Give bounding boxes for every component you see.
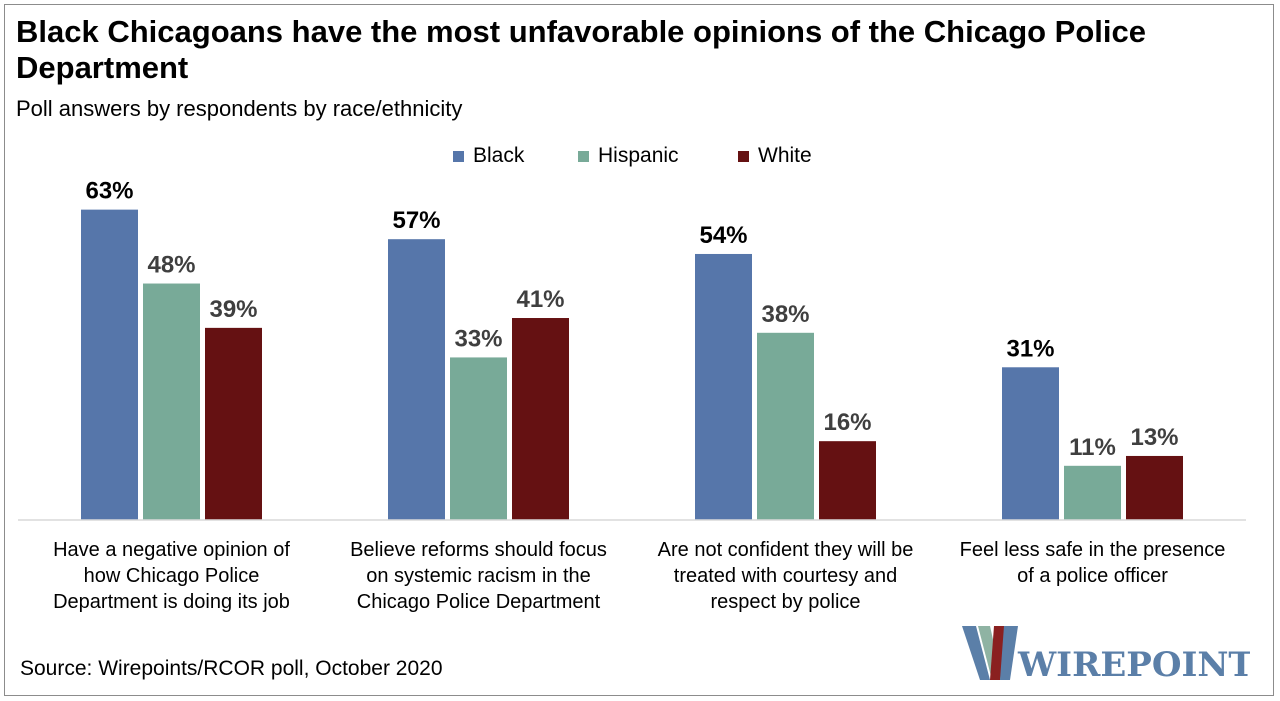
data-label-black-1: 63% [85,178,133,205]
bar-white-3 [819,441,876,520]
legend-label-black: Black [473,144,525,167]
data-label-black-2: 57% [392,207,440,234]
bar-hispanic-2 [450,357,507,520]
legend-swatch-hispanic [578,150,589,162]
bar-hispanic-1 [143,283,200,520]
bar-black-3 [695,253,752,520]
bar-white-4 [1126,455,1183,520]
data-label-hispanic-2: 33% [454,325,502,352]
data-label-white-2: 41% [516,286,564,313]
wirepoints-logo: WIREPOINTS [962,626,1250,684]
category-label-4: Feel less safe in the presence of a polic… [960,539,1226,587]
logo-wordmark: WIREPOINTS [1017,645,1250,684]
data-label-white-1: 39% [209,296,257,323]
bar-hispanic-3 [757,332,814,520]
chart-frame [4,4,1274,696]
legend: Black Hispanic White [0,142,1280,170]
legend-item-white: White [738,142,812,170]
data-label-white-3: 16% [823,409,871,436]
data-label-hispanic-4: 11% [1069,434,1116,461]
bar-hispanic-4 [1064,465,1121,520]
legend-swatch-black [453,150,464,162]
chart-title: Black Chicagoans have the most unfavorab… [16,14,1147,85]
data-label-black-4: 31% [1006,335,1054,362]
bar-white-1 [205,327,262,520]
legend-item-black: Black [453,142,524,170]
source-note: Source: Wirepoints/RCOR poll, October 20… [20,657,443,680]
bar-black-4 [1002,367,1059,520]
data-label-black-3: 54% [699,222,747,249]
bar-white-2 [512,318,569,520]
legend-swatch-white [738,150,749,162]
data-label-white-4: 13% [1130,424,1178,451]
category-label-3: Are not confident they will be treated wi… [658,539,914,613]
data-label-hispanic-3: 38% [761,301,809,328]
bar-black-1 [81,209,138,520]
category-label-1: Have a negative opinion of how Chicago Po… [53,539,290,613]
legend-item-hispanic: Hispanic [578,142,679,170]
bar-black-2 [388,239,445,521]
legend-label-hispanic: Hispanic [598,144,679,167]
data-label-hispanic-1: 48% [147,252,195,279]
chart-subtitle: Poll answers by respondents by race/ethn… [16,96,463,121]
legend-label-white: White [758,144,812,167]
category-label-2: Believe reforms should focus on systemic … [350,539,607,613]
